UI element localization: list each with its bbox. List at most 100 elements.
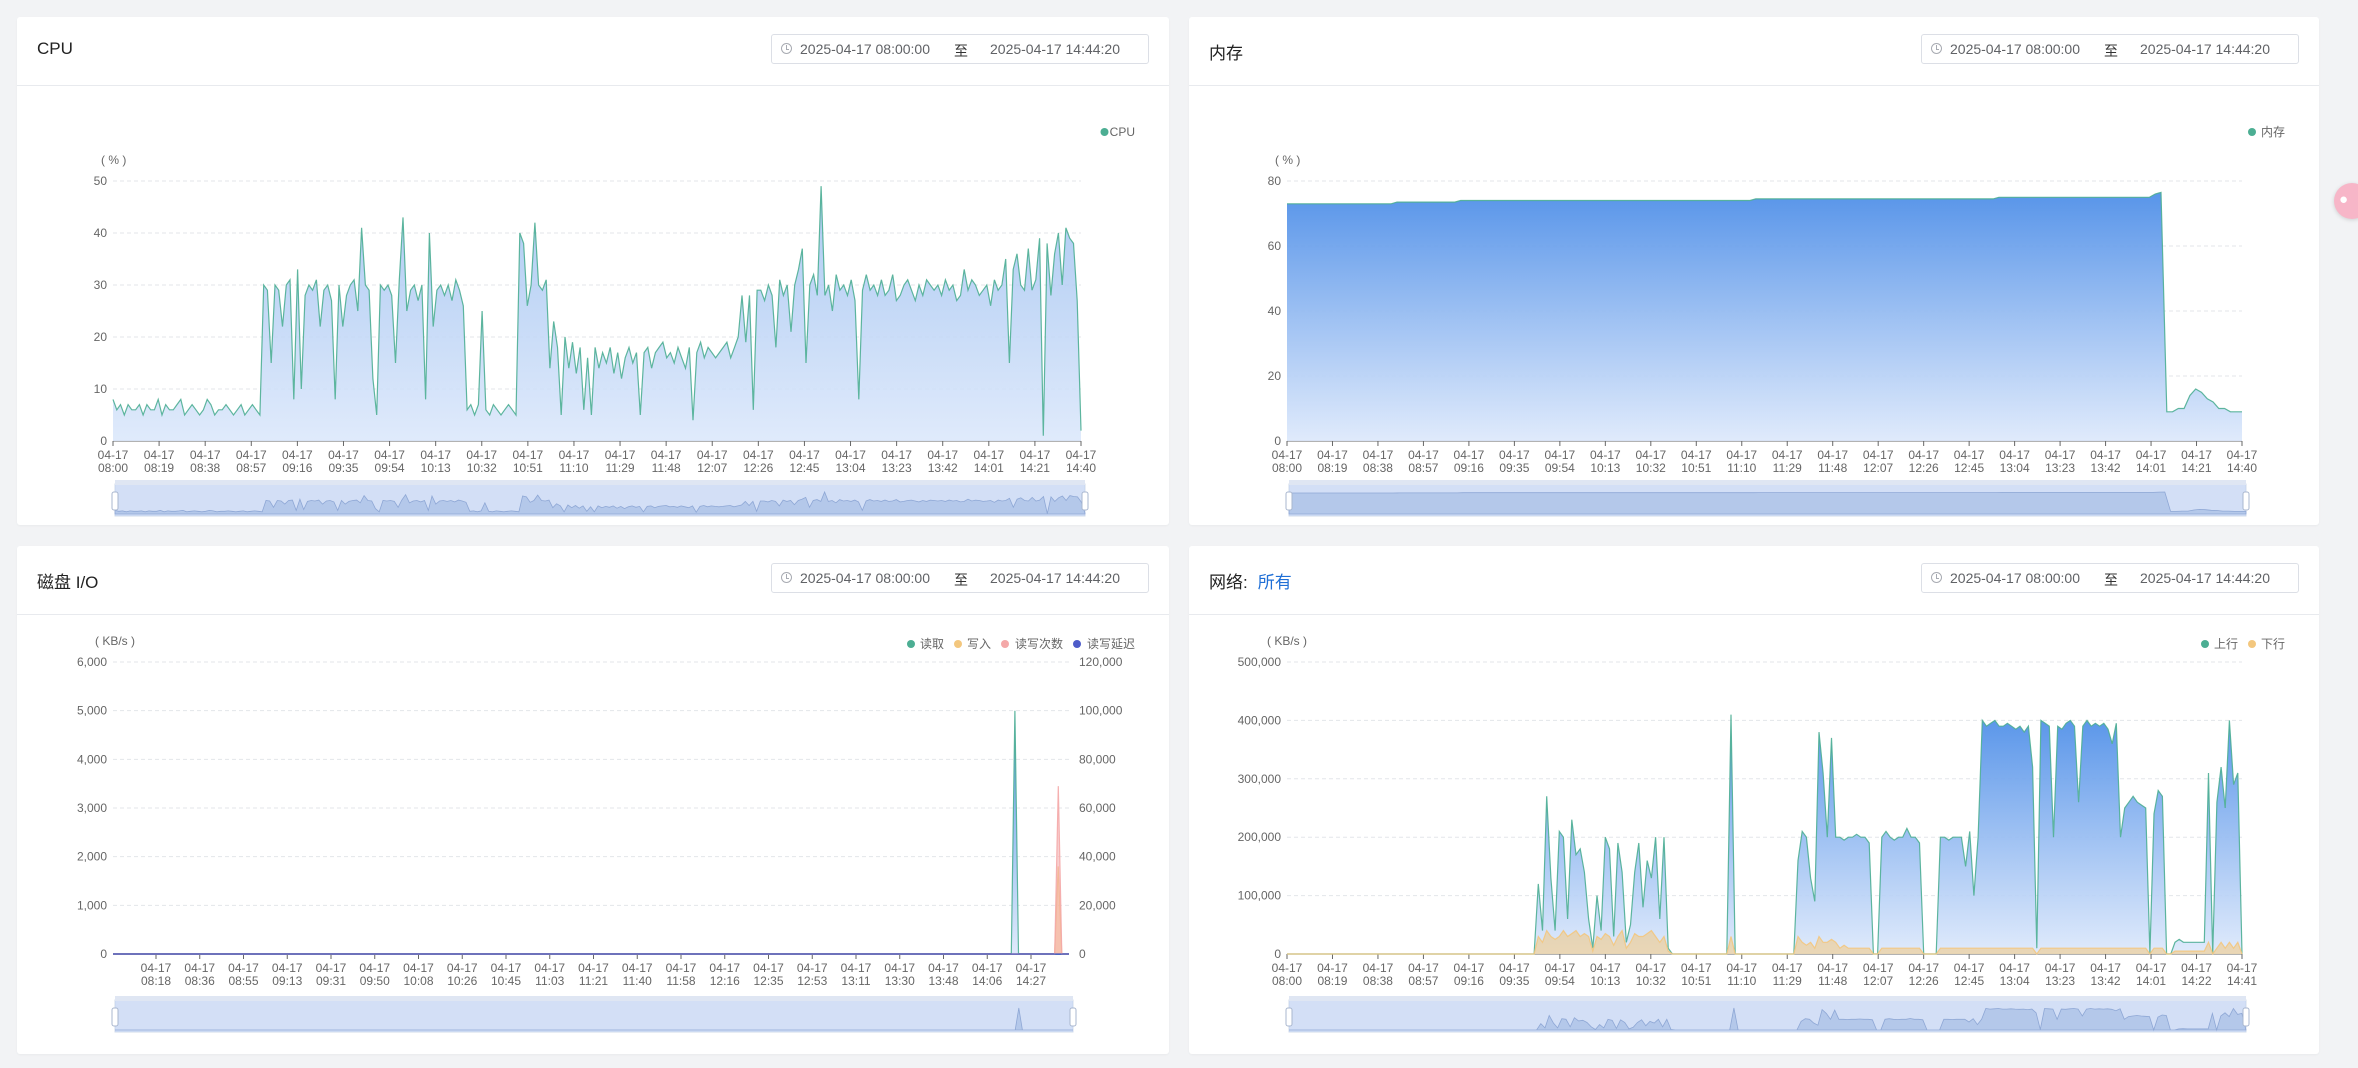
cpu-chart[interactable]: ( % ) 0 10 20 30 40 50 04-17 08:00 04-17 08:19 04-1…: [17, 86, 1169, 525]
x-tick-label: 04-17 14:40: [2227, 448, 2258, 475]
x-tick-label: 04-17 09:54: [1545, 961, 1576, 988]
x-tick-label: 04-17 08:55: [228, 961, 259, 988]
zoom-slider-handle-left[interactable]: [111, 491, 119, 511]
y-tick-label: 60: [1268, 239, 1282, 253]
series-area-1: [1287, 714, 2242, 954]
y-axis-unit-label: ( % ): [1275, 153, 1300, 167]
x-tick-label: 04-17 14:22: [2181, 961, 2212, 988]
zoom-slider-handle-left[interactable]: [1285, 1007, 1293, 1027]
x-tick-label: 04-17 13:30: [884, 961, 915, 988]
x-tick-label: 04-17 12:26: [743, 448, 774, 475]
y-tick-label: 2,000: [77, 850, 107, 864]
network-title-text: 网络:: [1209, 573, 1248, 592]
zoom-slider-handle-right[interactable]: [1081, 491, 1089, 511]
network-date-range-picker[interactable]: 2025-04-17 08:00:00 至 2025-04-17 14:44:2…: [1921, 563, 2299, 593]
series-line-3: [113, 786, 1069, 955]
zoom-slider-handle-left[interactable]: [1285, 491, 1293, 511]
x-tick-label: 04-17 08:19: [144, 448, 175, 475]
network-chart[interactable]: ( KB/s ) 0 100,000 200,000 300,000 400,000 500…: [1189, 615, 2319, 1054]
x-tick-label: 04-17 11:48: [651, 448, 682, 475]
y2-tick-label: 40,000: [1079, 850, 1116, 864]
y-tick-label: 10: [94, 382, 108, 396]
legend-label: 写入: [967, 637, 991, 651]
date-range-start[interactable]: 2025-04-17 08:00:00: [1950, 41, 2080, 57]
date-range-separator: 至: [954, 572, 968, 588]
legend-item[interactable]: 内存: [2248, 125, 2285, 139]
disk-panel-title: 磁盘 I/O: [37, 568, 98, 593]
memory-chart[interactable]: ( % ) 0 20 40 60 80 04-17 08:00 04-17 08:19 04-17 0…: [1189, 86, 2319, 525]
floating-helper-button[interactable]: ●: [2334, 183, 2358, 219]
x-tick-label: 04-17 11:40: [622, 961, 653, 988]
date-range-end[interactable]: 2025-04-17 14:44:20: [990, 41, 1120, 57]
x-tick-label: 04-17 13:42: [2090, 961, 2121, 988]
x-tick-label: 04-17 13:48: [928, 961, 959, 988]
date-range-separator: 至: [2104, 43, 2118, 59]
x-tick-label: 04-17 12:45: [789, 448, 820, 475]
x-tick-label: 04-17 13:11: [841, 961, 872, 988]
legend-item[interactable]: 写入: [954, 637, 991, 651]
zoom-slider-handle-left[interactable]: [111, 1007, 119, 1027]
legend-item[interactable]: 读写次数: [1001, 636, 1063, 651]
series-area-1: [1287, 192, 2242, 441]
zoom-slider-topbar: [115, 996, 1073, 1001]
legend-item[interactable]: 上行: [2201, 637, 2238, 651]
legend-item[interactable]: CPU: [1100, 125, 1136, 139]
x-tick-label: 04-17 09:54: [374, 448, 405, 475]
y-tick-label: 50: [94, 174, 108, 188]
memory-date-range-picker[interactable]: 2025-04-17 08:00:00 至 2025-04-17 14:44:2…: [1921, 34, 2299, 64]
x-tick-label: 04-17 10:13: [1590, 961, 1621, 988]
y-tick-label: 20: [1268, 369, 1282, 383]
x-tick-label: 04-17 08:18: [141, 961, 172, 988]
legend-item[interactable]: 读取: [907, 637, 944, 651]
y-tick-label: 0: [1274, 434, 1281, 448]
y-tick-label: 30: [94, 278, 108, 292]
x-tick-label: 04-17 10:45: [491, 961, 522, 988]
y-axis-unit-label: ( KB/s ): [95, 634, 135, 648]
disk-date-range-picker[interactable]: 2025-04-17 08:00:00 至 2025-04-17 14:44:2…: [771, 563, 1149, 593]
x-tick-label: 04-17 11:03: [534, 961, 565, 988]
x-tick-label: 04-17 11:29: [1772, 961, 1803, 988]
date-range-start[interactable]: 2025-04-17 08:00:00: [800, 41, 930, 57]
series-area-1: [113, 186, 1081, 441]
y-tick-label: 100,000: [1238, 889, 1282, 903]
zoom-slider-handle-right[interactable]: [2242, 491, 2250, 511]
x-tick-label: 04-17 08:57: [1408, 448, 1439, 475]
cpu-date-range-picker[interactable]: 2025-04-17 08:00:00 至 2025-04-17 14:44:2…: [771, 34, 1149, 64]
date-range-start[interactable]: 2025-04-17 08:00:00: [1950, 570, 2080, 586]
network-filter-select[interactable]: 所有: [1257, 573, 1292, 592]
zoom-slider-track: [114, 999, 1074, 1033]
x-tick-label: 04-17 13:42: [927, 448, 958, 475]
y-tick-label: 80: [1268, 174, 1282, 188]
x-tick-label: 04-17 11:10: [1726, 961, 1757, 988]
date-range-end[interactable]: 2025-04-17 14:44:20: [2140, 570, 2270, 586]
date-range-start[interactable]: 2025-04-17 08:00:00: [800, 570, 930, 586]
legend-label: 内存: [2261, 125, 2285, 139]
zoom-slider-handle-right[interactable]: [2242, 1007, 2250, 1027]
y2-tick-label: 60,000: [1079, 801, 1116, 815]
zoom-slider-selection: [115, 1000, 1073, 1032]
legend-swatch-icon: [1073, 640, 1081, 648]
disk-panel-header: 磁盘 I/O 2025-04-17 08:00:00 至 2025-04-17 …: [17, 546, 1169, 615]
x-tick-label: 04-17 13:42: [2090, 448, 2121, 475]
zoom-slider-preview: [115, 1007, 1073, 1031]
x-tick-label: 04-17 11:29: [1772, 448, 1803, 475]
x-tick-label: 04-17 12:16: [709, 961, 740, 988]
zoom-slider-handle-right[interactable]: [1069, 1007, 1077, 1027]
x-tick-label: 04-17 09:16: [282, 448, 313, 475]
x-tick-label: 04-17 09:35: [1499, 448, 1530, 475]
network-panel-header: 网络: 所有 2025-04-17 08:00:00 至 2025-04-17 1…: [1189, 546, 2319, 615]
x-tick-label: 04-17 08:00: [1272, 961, 1303, 988]
date-range-end[interactable]: 2025-04-17 14:44:20: [2140, 41, 2270, 57]
x-tick-label: 04-17 14:21: [2181, 448, 2212, 475]
x-tick-label: 04-17 08:38: [1363, 961, 1394, 988]
x-tick-label: 04-17 13:04: [1999, 961, 2030, 988]
x-tick-label: 04-17 11:21: [578, 961, 609, 988]
series-area-1: [113, 710, 1069, 954]
x-tick-label: 04-17 08:38: [1363, 448, 1394, 475]
legend-item[interactable]: 下行: [2248, 637, 2285, 651]
disk-io-chart[interactable]: ( KB/s ) 0 1,000 2,000 3,000 4,000 5,000 6,000 0…: [17, 615, 1169, 1054]
y-tick-label: 6,000: [77, 655, 107, 669]
x-tick-label: 04-17 08:19: [1317, 448, 1348, 475]
date-range-end[interactable]: 2025-04-17 14:44:20: [990, 570, 1120, 586]
legend-item[interactable]: 读写延迟: [1073, 637, 1135, 651]
